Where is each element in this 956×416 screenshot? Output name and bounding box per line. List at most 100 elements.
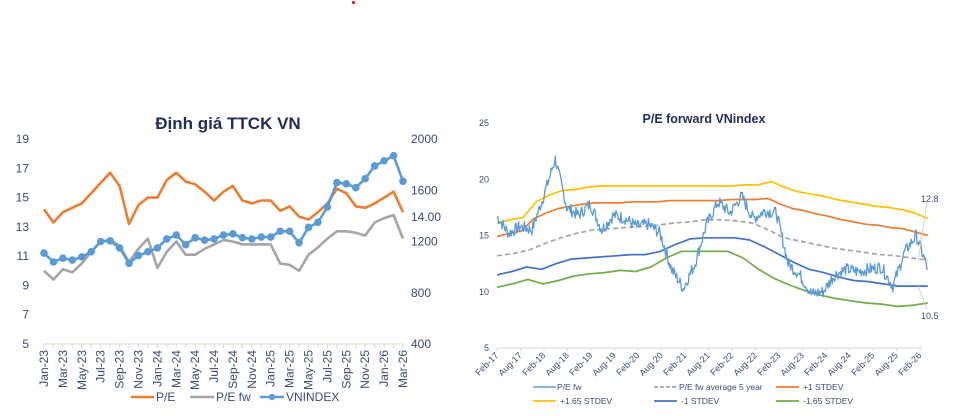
series-line-p-e [42, 171, 405, 226]
point-vnindex [380, 156, 388, 165]
left-y-tick-label: 9 [22, 278, 29, 292]
left-x-tick-label: Jan-25 [264, 350, 278, 387]
chart-right-title: P/E forward VNindex [643, 112, 766, 126]
left-x-tick-label: Jan-23 [37, 350, 51, 387]
legend-label-pe-fw: P/E fw [216, 390, 251, 404]
legend-label-pe: P/E [156, 390, 175, 404]
point-vnindex [295, 238, 303, 247]
left-y-tick-label: 5 [22, 337, 29, 351]
left-x-tick-label: May-25 [302, 350, 316, 390]
right-y-tick-label: 2000 [411, 132, 438, 146]
left-x-tick-label: Sep-23 [113, 350, 127, 389]
left-x-axis: Jan-23 Mar-23 May-23 Jul-23 Sep-23 Nov-23 Jan-… [37, 344, 410, 390]
left-x-tick-label: Nov-25 [358, 350, 372, 389]
right-chart-x-tick-label: Aug-18 [543, 350, 571, 378]
right-chart-legend: P/E fw P/E fw average 5 year +1 STDEV +1… [533, 382, 853, 406]
point-vnindex [200, 236, 209, 245]
right-y-tick-label: 400 [411, 337, 431, 351]
point-vnindex [351, 183, 360, 192]
red-marker-dot [352, 1, 355, 4]
legend-label-minus165: -1.65 STDEV [803, 396, 853, 406]
series-line-vnindex [43, 154, 405, 265]
right-chart-x-tick-label: Feb-18 [520, 350, 547, 377]
point-vnindex [219, 231, 228, 239]
right-chart-x-tick-label: Aug-23 [778, 350, 806, 378]
left-y-tick-label: 13 [16, 220, 30, 234]
series-line-p-e-fw [43, 213, 405, 281]
point-vnindex [96, 237, 105, 246]
point-vnindex [106, 237, 114, 245]
left-legend: P/E P/E fw VNINDEX [131, 390, 339, 404]
point-vnindex [257, 233, 266, 241]
point-vnindex [172, 231, 181, 239]
point-vnindex [370, 162, 379, 170]
left-y-tick-label: 7 [22, 308, 29, 322]
left-x-tick-label: Nov-23 [131, 350, 145, 389]
annotation-minus1-value: 10.5 [921, 311, 939, 321]
point-vnindex [266, 233, 275, 241]
point-vnindex [134, 251, 143, 260]
left-y-tick-label: 19 [16, 132, 30, 146]
point-vnindex [361, 174, 370, 183]
left-x-tick-label: Jan-24 [150, 350, 164, 387]
left-x-tick-label: Sep-24 [226, 350, 240, 389]
legend-label-pe-fw-right: P/E fw [557, 382, 582, 392]
legend-label-plus165: +1.65 STDEV [560, 396, 613, 406]
right-chart-series-group [496, 155, 929, 308]
point-vnindex [248, 235, 256, 243]
point-vnindex [191, 233, 199, 242]
right-chart-x-axis: Feb-17Aug-17Feb-18Aug-18Feb-19Aug-19Feb-… [473, 348, 923, 378]
chart-valuation-vn-market: Định giá TTCK VN 19 17 15 13 11 9 7 5 2000 1600 1… [16, 114, 442, 404]
left-y-tick-label: 17 [16, 161, 30, 175]
series-line-p-e-fw [496, 155, 928, 298]
left-series-group [40, 151, 407, 281]
point-vnindex [285, 227, 294, 236]
point-vnindex [399, 177, 407, 186]
point-vnindex [314, 218, 322, 227]
right-chart-x-tick-label: Feb-22 [708, 350, 735, 377]
left-x-tick-label: Mar-24 [169, 350, 183, 388]
series-line-1-stdev [496, 236, 928, 287]
right-chart-x-tick-label: Feb-23 [755, 350, 782, 377]
legend-label-plus1: +1 STDEV [803, 382, 844, 392]
right-chart-x-tick-label: Aug-21 [684, 350, 712, 378]
point-vnindex [115, 244, 124, 252]
right-chart-x-tick-label: Feb-19 [567, 350, 594, 377]
left-y-tick-label: 15 [16, 191, 30, 205]
annotation-leader-minus1 [917, 285, 928, 310]
right-chart-x-tick-label: Aug-25 [872, 350, 900, 378]
point-vnindex [40, 249, 48, 257]
right-chart-y-tick-label: 10 [479, 287, 489, 297]
left-x-tick-label: May-24 [188, 350, 202, 390]
point-vnindex [342, 180, 351, 188]
left-y-axis: 19 17 15 13 11 9 7 5 [16, 132, 30, 351]
right-chart-annotations: 12.8 10.5 [917, 194, 939, 321]
series-line-p-e-fw-average-5-year [496, 218, 928, 262]
point-vnindex [153, 244, 162, 252]
point-vnindex [304, 223, 313, 232]
right-chart-x-tick-label: Feb-21 [661, 350, 688, 377]
right-chart-y-tick-label: 5 [484, 343, 489, 353]
annotation-avg-value: 12.8 [921, 194, 939, 204]
right-chart-x-tick-label: Aug-22 [731, 350, 759, 378]
right-y-tick-label: 1200 [411, 235, 438, 249]
right-chart-x-tick-label: Aug-20 [637, 350, 665, 378]
right-chart-x-tick-label: Aug-24 [825, 350, 853, 378]
left-x-tick-label: Jul-25 [320, 350, 334, 383]
left-x-tick-label: Sep-25 [339, 350, 353, 389]
point-vnindex [163, 235, 171, 243]
left-x-tick-label: Jan-26 [377, 350, 391, 387]
right-chart-x-tick-label: Feb-20 [614, 350, 641, 377]
right-chart-x-tick-label: Feb-24 [802, 350, 829, 377]
right-chart-y-tick-label: 25 [479, 118, 489, 128]
left-x-tick-label: Mar-23 [56, 350, 70, 388]
right-y-tick-label: 14.00 [411, 210, 441, 224]
left-x-tick-label: Mar-25 [283, 350, 297, 388]
left-x-tick-label: Jul-24 [207, 350, 221, 383]
point-vnindex [238, 233, 247, 242]
right-y-tick-label: 800 [411, 286, 431, 300]
legend-label-minus1: -1 STDEV [681, 396, 720, 406]
point-vnindex [181, 240, 190, 249]
point-vnindex [77, 253, 86, 261]
right-chart-x-tick-label: Aug-19 [590, 350, 618, 378]
